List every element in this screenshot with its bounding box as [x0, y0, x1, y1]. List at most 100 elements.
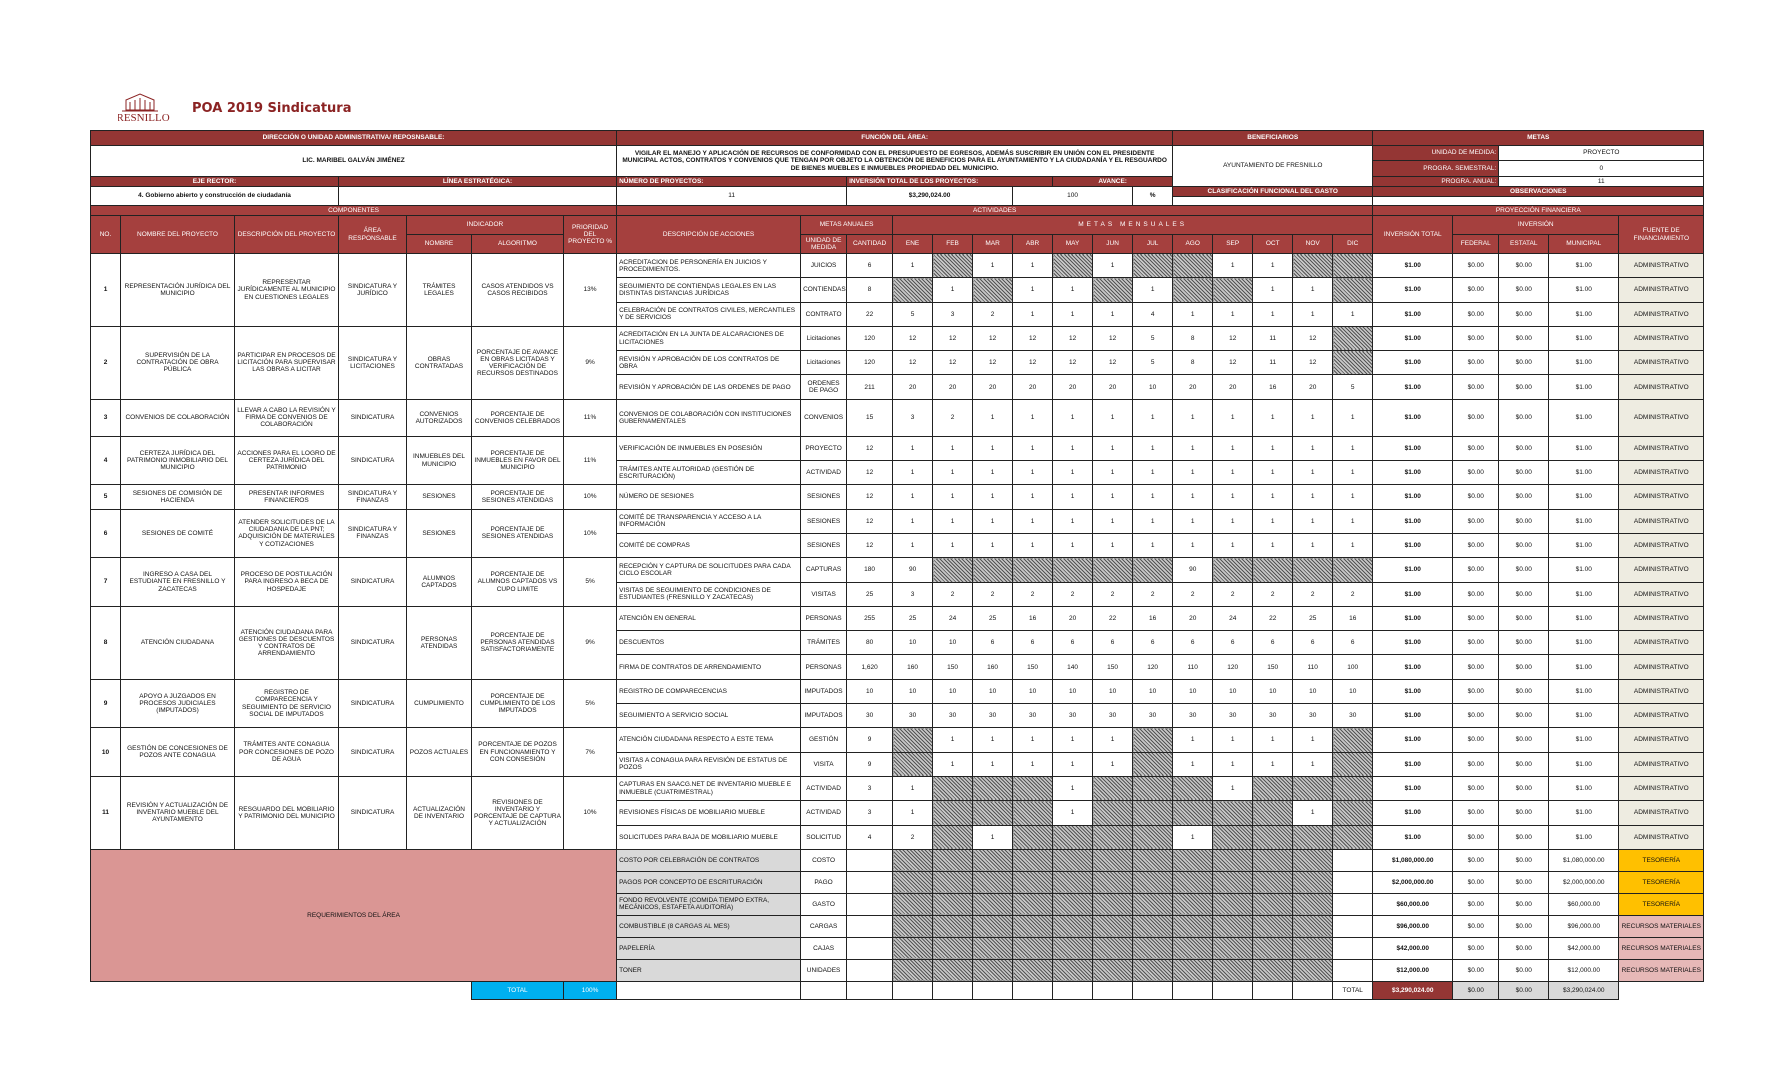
action-description: ACREDITACION DE PERSONERÍA EN JUICIOS Y …	[616, 252, 802, 279]
month-goal: 12	[1052, 325, 1094, 352]
requirement-description: PAPELERÍA	[616, 936, 802, 960]
table-row: 5 SESIONES DE COMISIÓN DE HACIENDA PRESENT…	[90, 484, 1705, 510]
column-header: INDICADOR	[406, 215, 564, 235]
month-goal: 1	[1052, 460, 1094, 486]
investment-state: $0.00	[1498, 958, 1550, 982]
investment-municipal: $96,000.00	[1548, 914, 1620, 938]
month-goal: 20	[1052, 374, 1094, 400]
investment-state: $0.00	[1498, 484, 1550, 510]
month-empty	[1292, 848, 1334, 872]
month-empty	[1292, 557, 1334, 583]
investment-total: $1.00	[1372, 557, 1454, 583]
action-description: SEGUIMIENTO A SERVICIO SOCIAL	[616, 703, 802, 729]
table-row: TOTAL 100% TOTAL $3,290,024.00 $0.00 $0.00 $3,…	[91, 980, 1704, 1000]
investment-municipal: $1.00	[1548, 435, 1620, 462]
month-goal: 1	[892, 460, 934, 486]
month-goal: 22	[1092, 605, 1134, 632]
investment-total: $1.00	[1372, 751, 1454, 777]
month-empty	[932, 252, 974, 279]
month-goal: 1	[892, 484, 934, 510]
investment-total: $42,000.00	[1372, 936, 1454, 960]
month-empty	[1172, 936, 1214, 960]
action-unit: CONTIENDAS	[800, 277, 848, 303]
month-goal: 12	[972, 350, 1014, 376]
header-cell: METAS	[1372, 130, 1705, 146]
month-goal: 1	[972, 484, 1014, 510]
month-goal: 30	[972, 703, 1014, 729]
table-row: REVISIONES FÍSICAS DE MOBILIARIO MUEBLE A…	[91, 800, 1705, 826]
investment-total: $1.00	[1372, 460, 1454, 486]
month-empty	[892, 892, 934, 916]
project-area: SINDICATURA	[338, 435, 407, 486]
investment-federal: $0.00	[1452, 751, 1500, 777]
project-area: SINDICATURA	[338, 678, 407, 729]
month-empty	[1252, 892, 1294, 916]
investment-federal: $0.00	[1452, 936, 1500, 960]
month-goal: 6	[1212, 630, 1254, 656]
month-goal: 12	[1092, 325, 1134, 352]
requirement-unit: GASTO	[800, 892, 848, 916]
empty-cell	[337, 186, 618, 206]
month-goal: 20	[1052, 605, 1094, 632]
investment-state: $0.00	[1498, 508, 1550, 534]
month-goal: 30	[1092, 703, 1134, 729]
month-goal: 1	[1012, 508, 1054, 534]
investment-federal: $0.00	[1452, 605, 1500, 632]
column-header: DESCRIPCIÓN DE ACCIONES	[616, 215, 802, 254]
indicator-name: SESIONES	[406, 508, 472, 559]
month-goal: 10	[1092, 678, 1134, 705]
investment-total: $1.00	[1372, 727, 1454, 753]
action-unit: IMPUTADOS	[800, 678, 848, 705]
month-goal: 1	[1012, 532, 1054, 559]
month-goal: 1	[932, 508, 974, 534]
action-unit: ACTIVIDAD	[800, 460, 848, 486]
empty-cell	[972, 980, 1014, 1000]
investment-total: $1.00	[1372, 630, 1454, 656]
month-goal: 20	[1292, 374, 1334, 400]
month-header: FEB	[932, 234, 974, 254]
month-goal: 12	[892, 350, 934, 376]
month-goal: 1	[1332, 532, 1374, 559]
action-description: REVISIÓN Y APROBACIÓN DE LOS CONTRATOS D…	[616, 350, 802, 376]
project-description: RESGUARDO DEL MOBILIARIO Y PATRIMONIO DE…	[234, 775, 339, 850]
month-goal: 1	[1092, 252, 1134, 279]
month-goal: 110	[1292, 654, 1334, 680]
month-goal: 2	[1092, 581, 1134, 607]
action-description: VISITAS DE SEGUIMIENTO DE CONDICIONES DE…	[616, 581, 802, 607]
indicator-algorithm: PORCENTAJE DE SESIONES ATENDIDAS	[471, 484, 564, 510]
progress: 100	[1012, 186, 1134, 206]
empty-cell	[892, 980, 934, 1000]
month-goal: 1	[1212, 301, 1254, 327]
funding-source: ADMINISTRATIVO	[1618, 374, 1705, 400]
month-empty	[1292, 914, 1334, 938]
month-empty	[1212, 557, 1254, 583]
project-name: ATENCIÓN CIUDADANA	[120, 605, 235, 680]
month-empty	[892, 751, 934, 777]
month-empty	[932, 800, 974, 826]
month-empty	[1132, 958, 1174, 982]
funding-source: ADMINISTRATIVO	[1618, 605, 1705, 632]
month-goal: 1	[1092, 435, 1134, 462]
action-description: NÚMERO DE SESIONES	[616, 484, 802, 510]
month-goal: 1	[1012, 301, 1054, 327]
indicator-algorithm: PORCENTAJE DE CONVENIOS CELEBRADOS	[471, 398, 564, 437]
project-description: LLEVAR A CABO LA REVISIÓN Y FIRMA DE CON…	[234, 398, 339, 437]
investment-state: $0.00	[1498, 727, 1550, 753]
empty-cell	[1372, 196, 1705, 206]
project-no: 9	[90, 678, 121, 729]
indicator-algorithm: CASOS ATENDIDOS VS CASOS RECIBIDOS	[471, 253, 564, 327]
requirement-description: TONER	[616, 958, 802, 982]
month-goal: 20	[1212, 374, 1254, 400]
month-empty	[1052, 870, 1094, 894]
investment-total: $1.00	[1372, 277, 1454, 303]
investment-total: $1.00	[1372, 508, 1454, 534]
investment-municipal: $1.00	[1548, 727, 1620, 753]
area-function: VIGILAR EL MANEJO Y APLICACIÓN DE RECURS…	[616, 145, 1174, 177]
investment-federal: $0.00	[1452, 870, 1500, 894]
indicator-name: INMUEBLES DEL MUNICIPIO	[406, 435, 472, 486]
investment-state: $0.00	[1498, 398, 1550, 437]
table-row: 4. Gobierno abierto y construcción de ci…	[90, 186, 1705, 206]
month-goal: 20	[1172, 374, 1214, 400]
project-description: ACCIONES PARA EL LOGRO DE CERTEZA JURÍDI…	[234, 435, 339, 486]
month-goal: 5	[1132, 325, 1174, 352]
